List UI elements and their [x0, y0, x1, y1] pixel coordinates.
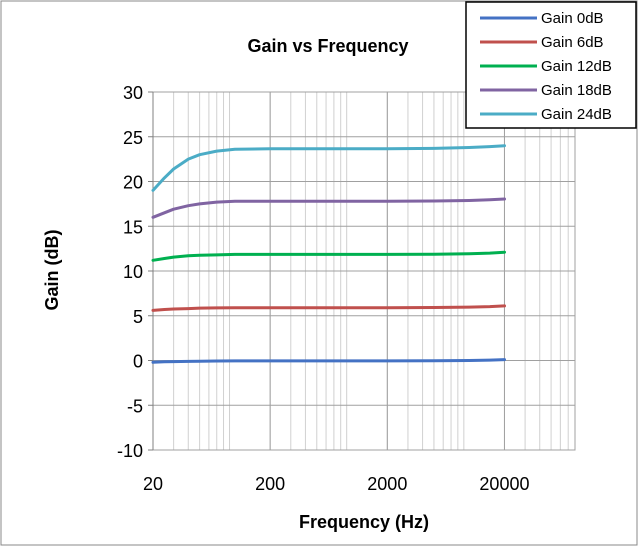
chart-title: Gain vs Frequency — [247, 36, 408, 56]
y-tick-label: 15 — [123, 217, 143, 237]
plot-area — [148, 91, 576, 451]
y-tick-label: 0 — [133, 352, 143, 372]
series-line-0 — [151, 358, 506, 364]
y-tick-label: 30 — [123, 83, 143, 103]
legend-label-3: Gain 18dB — [541, 82, 612, 99]
legend: Gain 0dB Gain 6dB Gain 12dB Gain 18dB Gain 2… — [465, 1, 637, 129]
y-tick-labels: -10 -5 0 5 10 15 20 25 30 — [117, 83, 143, 461]
y-tick-label: -5 — [127, 396, 143, 416]
x-tick-label: 200 — [255, 474, 285, 494]
series-line-4 — [151, 144, 506, 192]
x-axis-label: Frequency (Hz) — [299, 512, 429, 532]
series-line-1 — [151, 304, 506, 312]
series-line-3 — [151, 197, 506, 219]
y-tick-label: 25 — [123, 128, 143, 148]
y-tick-label: 20 — [123, 173, 143, 193]
legend-label-4: Gain 24dB — [541, 106, 612, 123]
x-tick-label: 20000 — [479, 474, 529, 494]
y-tick-label: -10 — [117, 441, 143, 461]
x-tick-label: 2000 — [367, 474, 407, 494]
x-tick-label: 20 — [143, 474, 163, 494]
y-axis-label: Gain (dB) — [42, 230, 62, 311]
legend-label-1: Gain 6dB — [541, 34, 604, 51]
series-line-2 — [151, 250, 506, 262]
y-tick-label: 5 — [133, 307, 143, 327]
x-tick-labels: 20 200 2000 20000 — [143, 474, 530, 494]
series-lines — [151, 144, 506, 364]
legend-label-0: Gain 0dB — [541, 10, 604, 27]
legend-label-2: Gain 12dB — [541, 58, 612, 75]
y-tick-label: 10 — [123, 262, 143, 282]
